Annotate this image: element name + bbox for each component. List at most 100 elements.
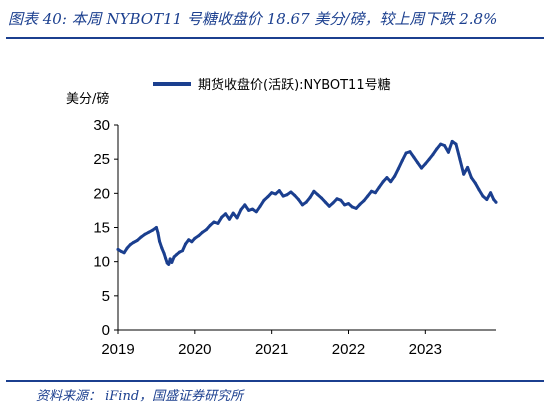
data-point — [462, 172, 466, 176]
data-point — [339, 198, 343, 202]
x-tick-label: 2022 — [332, 341, 365, 358]
data-point — [446, 150, 450, 154]
y-tick-label: 10 — [93, 254, 110, 271]
data-point — [187, 238, 191, 242]
data-point — [197, 234, 201, 238]
data-point — [435, 147, 439, 151]
x-tick-label: 2019 — [101, 341, 134, 358]
data-point — [190, 240, 194, 244]
data-point — [420, 166, 423, 170]
series-group — [116, 139, 498, 266]
data-point — [354, 206, 358, 210]
data-point — [293, 193, 297, 197]
data-point — [216, 221, 220, 225]
data-point — [343, 203, 347, 207]
data-point — [362, 199, 366, 203]
data-point — [427, 157, 431, 161]
data-point — [366, 194, 370, 198]
data-point — [251, 207, 254, 211]
data-point — [370, 189, 373, 193]
y-tick-label: 5 — [102, 288, 110, 305]
data-point — [400, 159, 404, 162]
data-point — [160, 246, 164, 250]
data-point — [393, 174, 397, 178]
y-axis-unit-label: 美分/磅 — [66, 91, 109, 107]
data-point — [494, 200, 498, 204]
data-point — [277, 189, 281, 193]
data-point — [212, 220, 216, 224]
data-point — [239, 208, 243, 212]
data-point — [335, 197, 339, 201]
data-point — [327, 204, 331, 208]
legend-label: 期货收盘价(活跃):NYBOT11号糖 — [198, 77, 391, 93]
data-point — [473, 181, 477, 185]
data-point — [285, 193, 289, 197]
data-point — [204, 228, 208, 232]
data-point — [181, 249, 184, 253]
data-point — [320, 196, 324, 200]
data-point — [492, 198, 496, 201]
data-point — [385, 176, 389, 180]
y-tick-label: 15 — [93, 220, 110, 237]
data-point — [304, 200, 308, 204]
y-tick-label: 30 — [93, 117, 110, 134]
data-point — [443, 144, 446, 147]
data-point — [193, 236, 197, 240]
data-point — [281, 194, 285, 198]
data-point — [450, 139, 454, 143]
data-point — [396, 167, 400, 171]
data-point — [208, 223, 212, 227]
data-point — [454, 142, 458, 146]
data-point — [168, 257, 172, 261]
data-point — [458, 157, 462, 161]
data-point — [485, 198, 489, 201]
data-point — [323, 200, 327, 204]
data-point — [316, 193, 320, 197]
data-point — [469, 176, 473, 180]
data-point — [254, 210, 258, 214]
data-point — [164, 256, 168, 260]
data-point — [266, 195, 270, 199]
data-point — [412, 155, 416, 159]
data-point — [373, 191, 377, 195]
data-point — [220, 215, 224, 219]
data-point — [243, 203, 247, 207]
data-point — [300, 203, 304, 207]
data-point — [235, 216, 239, 220]
figure-source: 资料来源： iFind，国盛证券研究所 — [36, 389, 244, 404]
x-tick-label: 2023 — [409, 341, 442, 358]
data-point — [466, 165, 470, 169]
data-point — [158, 239, 161, 243]
data-point — [423, 162, 427, 166]
data-point — [489, 191, 493, 195]
figure-title: 图表 40: 本周 NYBOT11 号糖收盘价 18.67 美分/磅，较上周下跌… — [8, 10, 498, 28]
data-point — [178, 250, 181, 254]
data-point — [231, 211, 235, 215]
data-point — [431, 152, 435, 156]
data-point — [389, 180, 393, 184]
data-point — [274, 192, 277, 196]
series-layer — [116, 139, 498, 266]
data-point — [312, 189, 316, 193]
data-point — [308, 195, 312, 199]
data-point — [481, 194, 485, 198]
data-point — [156, 231, 160, 235]
title-divider — [6, 37, 544, 39]
data-point — [116, 247, 120, 251]
data-point — [358, 202, 362, 206]
data-point — [143, 232, 147, 236]
x-tick-label: 2020 — [178, 341, 211, 358]
data-point — [147, 230, 151, 234]
data-point — [135, 239, 139, 242]
y-tick-label: 25 — [93, 151, 110, 168]
data-point — [139, 235, 143, 239]
source-divider — [6, 380, 544, 382]
data-point — [154, 226, 158, 229]
data-point — [131, 241, 135, 244]
y-tick-label: 0 — [102, 322, 110, 339]
data-point — [184, 242, 188, 246]
data-point — [125, 246, 129, 250]
data-point — [262, 198, 266, 202]
data-point — [404, 151, 408, 155]
data-point — [377, 185, 381, 189]
